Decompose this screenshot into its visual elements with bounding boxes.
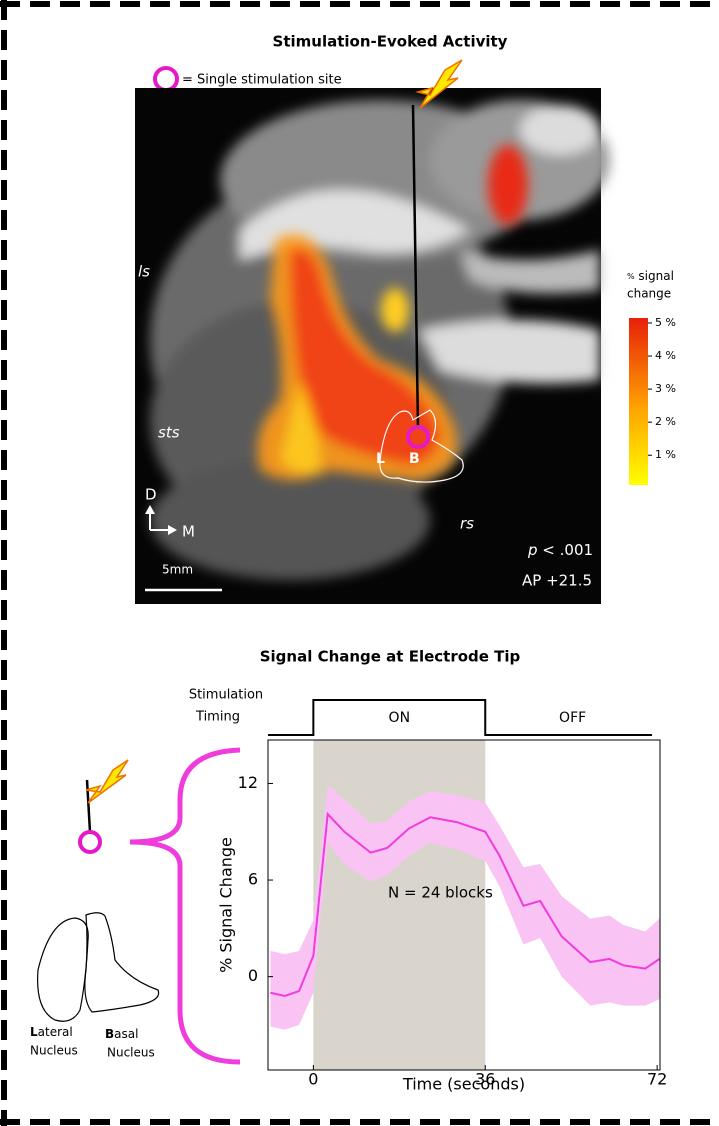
ap-label: AP +21.5 <box>522 572 592 590</box>
nucleus-label: L <box>376 451 385 467</box>
colorbar-tick-label: 2 % <box>655 415 676 428</box>
legend-circle <box>155 68 177 90</box>
basal-rest: asal <box>114 1027 138 1041</box>
off-label: OFF <box>559 710 586 726</box>
diagram-label: Nucleus <box>30 1044 78 1058</box>
basal-initial: B <box>105 1027 114 1041</box>
panel-title: Stimulation-Evoked Activity <box>273 33 508 51</box>
y-tick-label: 0 <box>248 966 258 985</box>
colorbar-tick-label: 5 % <box>655 316 676 329</box>
sulcus-label: ls <box>138 263 150 281</box>
legend-text: = Single stimulation site <box>182 73 342 88</box>
x-tick-label: 36 <box>475 1070 495 1089</box>
colorbar-title-1: signal <box>635 269 674 283</box>
page: Stimulation-Evoked Activity = Single sti… <box>0 0 719 1126</box>
direction-label: M <box>182 523 195 541</box>
stim-on-shade <box>313 740 485 1070</box>
mri-image <box>135 60 610 604</box>
p-value: p < .001 <box>527 541 593 559</box>
direction-label: D <box>145 486 157 504</box>
x-tick-label: 72 <box>647 1070 667 1089</box>
nucleus-label: B <box>409 451 420 467</box>
scale-label: 5mm <box>162 563 193 577</box>
y-tick-label: 12 <box>238 773 258 792</box>
x-tick-label: 0 <box>308 1070 318 1089</box>
colorbar-title: % signal <box>627 269 674 283</box>
annotation: N = 24 blocks <box>388 884 493 902</box>
figure: Stimulation-Evoked Activity = Single sti… <box>0 0 719 1126</box>
stim-timing-trace <box>268 700 652 735</box>
p-threshold: < .001 <box>538 541 594 559</box>
on-label: ON <box>389 710 411 726</box>
y-tick-label: 6 <box>248 870 258 889</box>
diagram-label: Nucleus <box>107 1046 155 1060</box>
timing-label: Timing <box>195 710 240 725</box>
sulcus-label: rs <box>460 515 474 533</box>
timing-label: Stimulation <box>189 688 263 703</box>
diagram-label: Basal <box>105 1027 138 1041</box>
colorbar <box>629 318 648 485</box>
diagram-label: Lateral <box>30 1025 73 1039</box>
p-symbol: p <box>527 541 538 559</box>
lateral-rest: ateral <box>38 1025 73 1039</box>
x-axis-label: Time (seconds) <box>402 1075 525 1094</box>
chart-title: Signal Change at Electrode Tip <box>260 648 521 666</box>
diagram <box>38 750 240 1062</box>
colorbar-tick-label: 1 % <box>655 448 676 461</box>
colorbar-title: change <box>627 287 671 301</box>
sulcus-label: sts <box>158 424 180 442</box>
y-axis-label: % Signal Change <box>217 837 236 973</box>
colorbar-tick-label: 4 % <box>655 349 676 362</box>
colorbar-tick-label: 3 % <box>655 382 676 395</box>
